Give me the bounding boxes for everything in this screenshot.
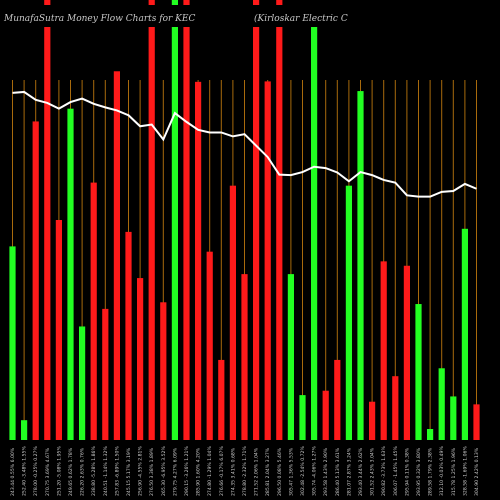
x-tick-label: 285.81 2.04% 3.27% [265, 447, 271, 496]
x-tick-label: 256.90 -4.55% 2.81% [138, 446, 144, 496]
x-tick-label: 304.90 2.42% 0.13% [474, 447, 480, 496]
x-tick-label: 302.48 -2.54% 0.72% [300, 446, 306, 496]
x-tick-label: 289.58 1.79% 2.38% [428, 447, 434, 496]
x-tick-label: 285.90 1.60% 4.20% [196, 447, 202, 496]
volume-bar [90, 182, 97, 440]
volume-bar [32, 121, 39, 440]
volume-bar [241, 274, 248, 440]
x-tick-label: 252.40 -3.48% 1.55% [22, 446, 28, 496]
volume-bar [206, 251, 213, 440]
volume-bar [369, 401, 376, 440]
volume-bar [438, 368, 445, 440]
x-tick-label: 274.35 3.41% 0.68% [230, 447, 236, 496]
x-tick-label: 301.52 2.43% 3.04% [370, 447, 376, 496]
volume-bar [276, 0, 283, 440]
x-tick-label: 265.30 -6.95% 3.52% [161, 446, 167, 496]
x-tick-label: 328.58 -1.69% 1.06% [462, 446, 468, 496]
volume-bar [137, 278, 144, 440]
volume-bar [44, 0, 51, 440]
x-tick-label: 278.80 -2.32% 1.71% [242, 446, 248, 496]
volume-bar [403, 265, 410, 440]
volume-bar [334, 359, 341, 440]
x-tick-label: 296.50 0.08% 5.46% [277, 447, 283, 496]
volume-bar [473, 404, 480, 440]
volume-bar [253, 0, 260, 440]
volume-bar [218, 359, 225, 440]
x-tick-label: 270.75 3.69% 4.67% [45, 447, 51, 496]
volume-bar [79, 326, 86, 440]
volume-bar [357, 91, 364, 440]
volume-bar [287, 274, 294, 440]
x-tick-label: 293.40 3.44% 2.62% [358, 447, 364, 496]
x-tick-label: 290.15 -3.26% 1.21% [184, 446, 190, 496]
x-tick-label: 257.83 -6.89% 1.50% [114, 446, 120, 496]
volume-bar [148, 0, 155, 440]
volume-bar [345, 185, 352, 440]
bars [9, 0, 480, 441]
volume-bar [392, 376, 399, 440]
title-backdrop [0, 5, 500, 27]
volume-bar [125, 231, 132, 440]
volume-bar [264, 81, 271, 441]
volume-bar [229, 185, 236, 440]
volume-bar [195, 81, 202, 440]
volume-bar [322, 390, 329, 440]
x-tick-label: 276.66 -0.17% 6.07% [219, 446, 225, 496]
x-tick-label: 249.65 0.62% 1.78% [68, 447, 74, 496]
volume-bar [113, 71, 120, 440]
volume-bar [299, 395, 306, 440]
x-tick-label: 305.74 -4.06% 1.27% [312, 446, 318, 496]
volume-bar [427, 429, 434, 440]
x-tick-label: 293.58 1.43% 2.90% [323, 447, 329, 496]
x-tick-label: 226.20 2.63% 0.76% [80, 447, 86, 496]
x-tick-label: 315.78 1.25% 1.96% [451, 447, 457, 496]
volume-bar [160, 302, 167, 440]
volume-bar [415, 304, 422, 440]
x-tick-label: 312.10 -0.03% 0.49% [439, 446, 445, 496]
x-tick-label: 305.47 1.36% 5.53% [288, 447, 294, 496]
x-tick-label: 306.07 -1.45% 1.45% [393, 446, 399, 496]
x-tick-label: 279.75 4.27% 6.09% [172, 447, 178, 496]
x-tick-label: 278.00 -0.25% 0.27% [33, 446, 39, 496]
x-tick-label: 281.07 2.87% 3.24% [346, 447, 352, 496]
volume-bar [380, 261, 387, 440]
x-tick-labels: 243.44 0.55% 6.00% 252.40 -3.48% 1.55% 278… [10, 446, 480, 496]
chart-title-right: (Kirloskar Electric C [254, 13, 348, 24]
volume-bar [450, 396, 457, 440]
volume-bar [461, 228, 468, 440]
x-tick-label: 293.95 0.32% 3.80% [416, 447, 422, 496]
x-tick-label: 286.40 5.13% 3.61% [335, 447, 341, 496]
x-tick-label: 295.94 0.11% 0.38% [404, 447, 410, 496]
volume-bar [67, 108, 74, 441]
volume-bar [311, 24, 318, 440]
volume-bar [102, 308, 109, 440]
x-tick-label: 240.51 -1.14% 1.32% [103, 446, 109, 496]
chart-title-left: MunafaSutra Money Flow Charts for KEC [3, 14, 195, 24]
x-tick-label: 271.52 2.06% 1.04% [254, 447, 260, 496]
money-flow-line [12, 90, 477, 198]
x-tick-label: 251.20 -5.08% 1.95% [56, 446, 62, 496]
volume-bar [171, 0, 178, 440]
x-tick-label: 276.50 3.38% 1.89% [149, 447, 155, 496]
volume-bar [183, 0, 190, 440]
x-tick-label: 274.80 -1.29% 1.04% [207, 446, 213, 496]
x-tick-label: 245.15 5.17% 3.19% [126, 447, 132, 496]
x-tick-label: 238.80 -5.28% 1.86% [91, 446, 97, 496]
volume-bar [55, 220, 62, 440]
x-tick-label: 290.82 -3.73% 1.63% [381, 446, 387, 496]
x-tick-label: 243.44 0.55% 6.00% [10, 447, 16, 496]
volume-bar [21, 420, 28, 440]
volume-bar [9, 246, 16, 440]
